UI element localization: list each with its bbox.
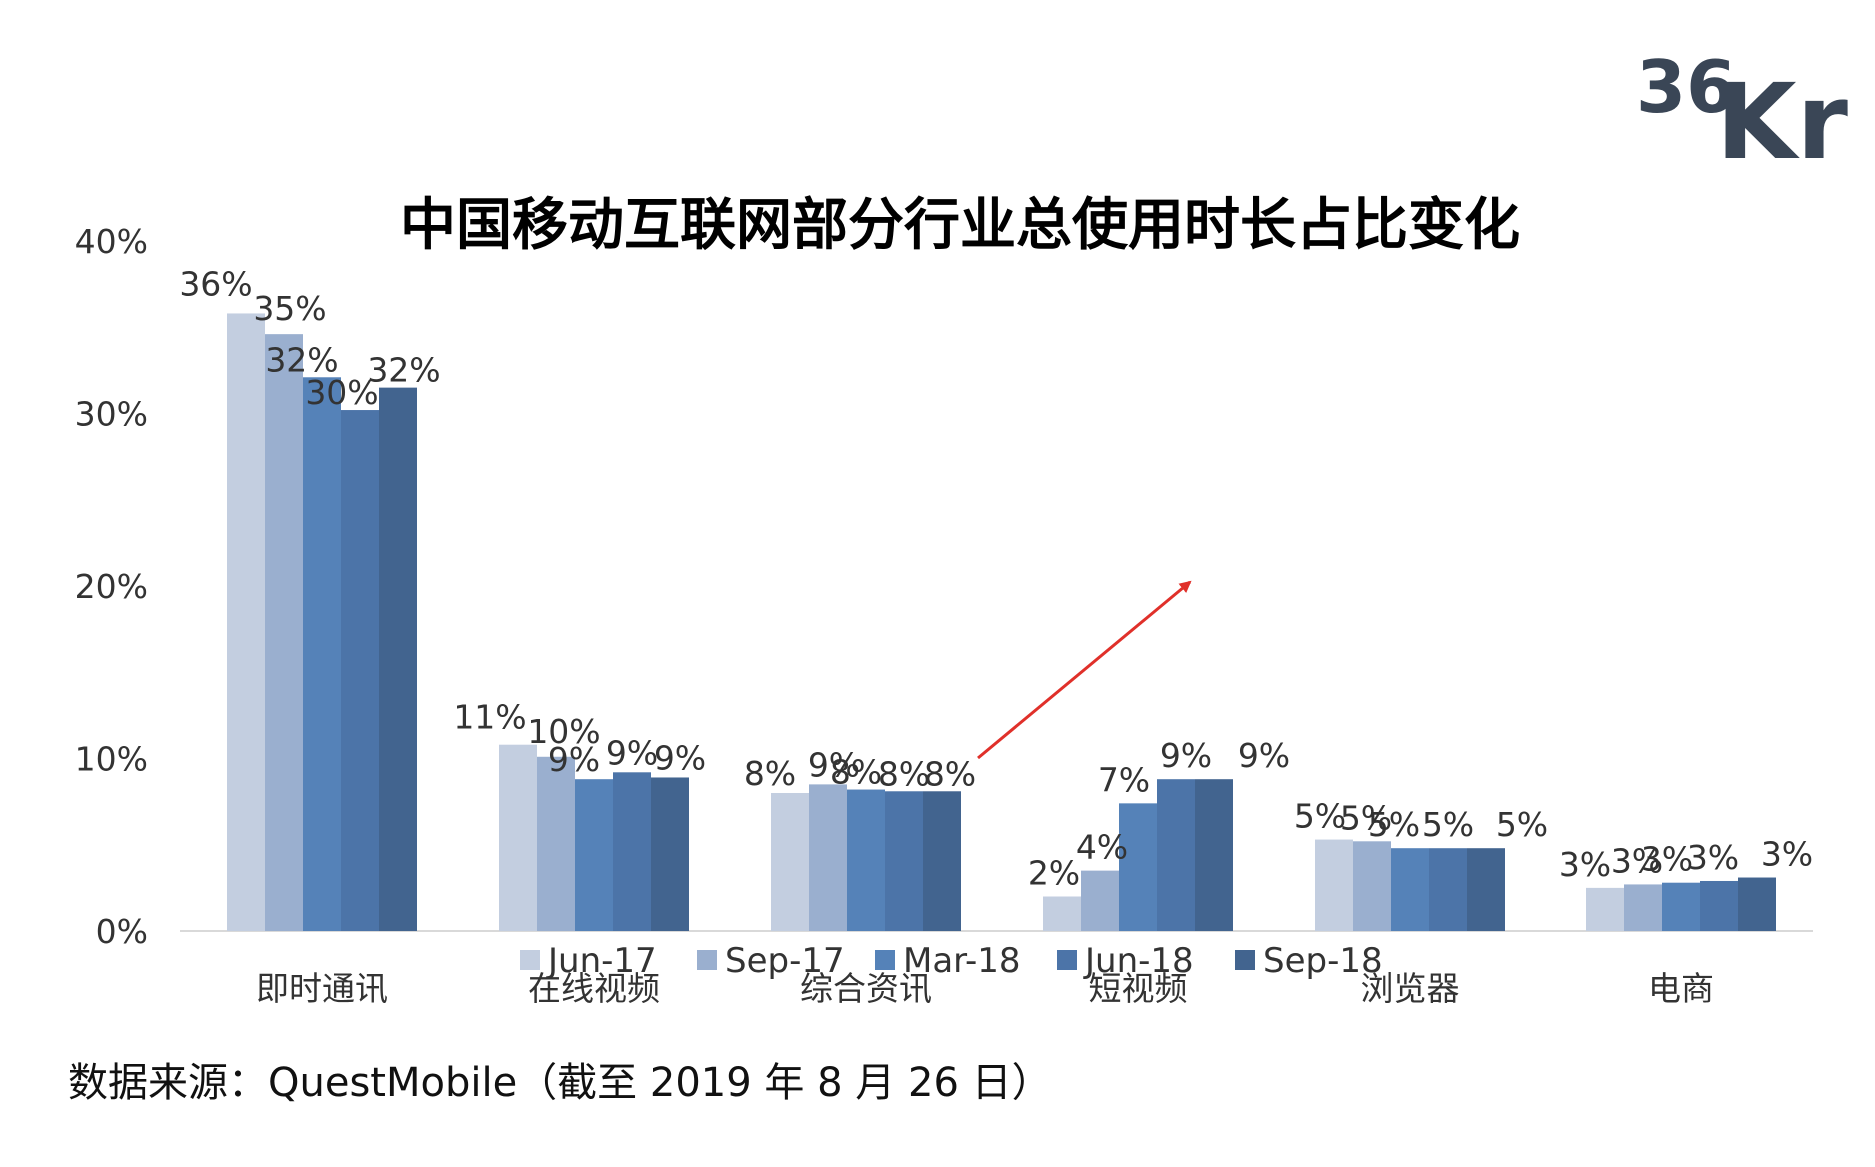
data-label: 3% [1611, 841, 1663, 880]
category-label: 即时通讯 [256, 969, 388, 1008]
chart-title: 中国移动互联网部分行业总使用时长占比变化 [400, 193, 1520, 258]
logo-text-kr: Kr [1716, 61, 1848, 183]
y-tick-label: 40% [75, 222, 148, 261]
data-label: 3% [1641, 840, 1693, 879]
data-label: 35% [253, 289, 326, 328]
category-labels: 即时通讯 在线视频 综合资讯 短视频 浏览器 电商 [256, 969, 1714, 1008]
bar [1391, 848, 1429, 931]
bar [227, 313, 265, 931]
legend-swatch [520, 950, 540, 970]
bar [537, 756, 575, 931]
data-label: 36% [179, 264, 252, 303]
data-label: 5% [1496, 805, 1548, 844]
bar [1353, 841, 1391, 931]
category-label: 浏览器 [1361, 969, 1460, 1008]
legend-swatch [1057, 950, 1077, 970]
bar [341, 410, 379, 931]
data-label: 9% [1160, 736, 1212, 775]
legend-label: Mar-18 [903, 941, 1021, 981]
bars-group [227, 313, 1776, 931]
bar [1315, 839, 1353, 931]
bar [379, 387, 417, 931]
bar [1429, 848, 1467, 931]
data-label: 7% [1098, 760, 1150, 799]
data-label: 8% [878, 754, 930, 793]
bar [809, 784, 847, 931]
data-label: 30% [305, 373, 378, 412]
data-labels-group: 36%35%32%30%32%11% 10%9% 9%9% 8% 9%8%8%8%2%4… [179, 264, 1813, 892]
category-label: 短视频 [1089, 969, 1188, 1008]
data-label: 5% [1340, 798, 1392, 837]
bar [1586, 887, 1624, 931]
data-label: 8% [830, 753, 882, 792]
legend: Jun-17 Sep-17 Mar-18 Jun-18 Sep-18 [520, 941, 1383, 981]
category-label: 在线视频 [528, 969, 660, 1008]
data-label: 9% [808, 745, 860, 784]
source-note: 数据来源：QuestMobile（截至 2019 年 8 月 26 日） [68, 1060, 1052, 1106]
data-label: 32% [265, 340, 338, 379]
data-label: 8% [924, 754, 976, 793]
data-label: 3% [1687, 838, 1739, 877]
bar [923, 791, 961, 931]
bar [1738, 877, 1776, 931]
logo-text-36: 36 [1636, 45, 1736, 129]
bar [1157, 779, 1195, 931]
data-label: 5% [1368, 805, 1420, 844]
bar [1662, 882, 1700, 931]
bar [1700, 880, 1738, 931]
data-label: 3% [1761, 835, 1813, 874]
bar [265, 334, 303, 931]
bar [651, 777, 689, 931]
legend-label: Jun-18 [1083, 941, 1194, 981]
data-label: 9% [1238, 736, 1290, 775]
legend-swatch [697, 950, 717, 970]
data-label: 11% [453, 698, 526, 737]
bar [847, 789, 885, 931]
bar [771, 793, 809, 931]
legend-label: Sep-17 [725, 941, 845, 981]
y-tick-label: 0% [96, 912, 148, 951]
y-tick-label: 30% [75, 395, 148, 434]
y-tick-label: 20% [75, 567, 148, 606]
data-label: 8% [744, 754, 796, 793]
legend-swatch [1235, 950, 1255, 970]
logo-36kr: 36 Kr [1636, 45, 1848, 183]
bar [885, 791, 923, 931]
bar [1467, 848, 1505, 931]
data-label: 5% [1294, 797, 1346, 836]
category-label: 综合资讯 [800, 969, 932, 1008]
bar [1043, 896, 1081, 931]
bar [575, 779, 613, 931]
legend-label: Jun-17 [546, 941, 657, 981]
bar [499, 744, 537, 931]
legend-label: Sep-18 [1263, 941, 1383, 981]
bar [613, 772, 651, 931]
data-label: 9% [654, 738, 706, 777]
data-label: 32% [367, 351, 440, 390]
legend-swatch [875, 950, 895, 970]
data-label: 10% [527, 712, 600, 751]
bar [1081, 870, 1119, 931]
trend-arrow [977, 580, 1192, 760]
bar [1119, 803, 1157, 931]
data-label: 9% [606, 733, 658, 772]
data-label: 5% [1422, 805, 1474, 844]
data-label: 3% [1559, 845, 1611, 884]
y-tick-label: 10% [75, 740, 148, 779]
bar [303, 377, 341, 931]
data-label: 4% [1076, 828, 1128, 867]
bar [1195, 779, 1233, 931]
bar [1624, 884, 1662, 931]
data-label: 2% [1028, 854, 1080, 893]
y-axis-ticks: 0% 10% 20% 30% 40% [75, 222, 148, 951]
category-label: 电商 [1648, 969, 1714, 1008]
data-label: 9% [548, 740, 600, 779]
